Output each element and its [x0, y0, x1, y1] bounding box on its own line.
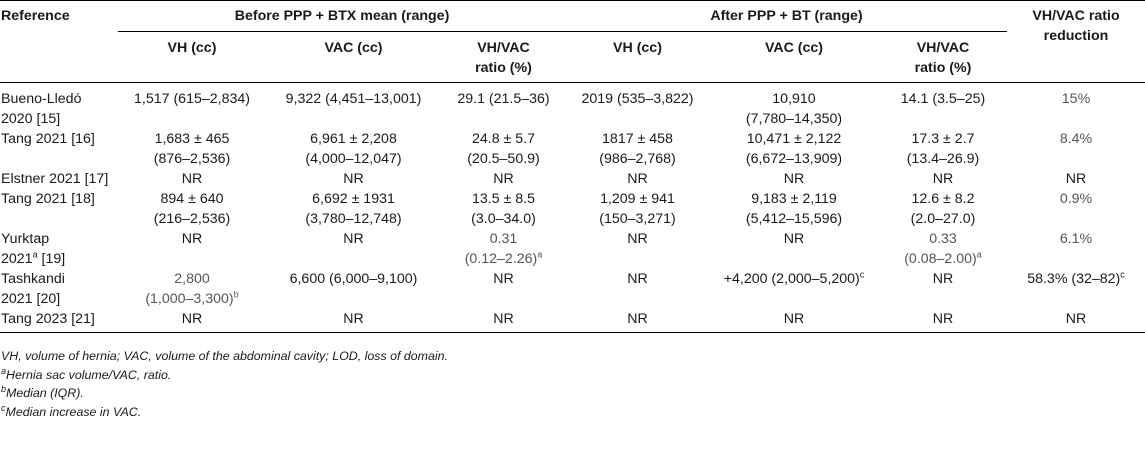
cell-before-vh: 1,517 (615–2,834) — [134, 91, 250, 107]
header-after-vh: VH (cc) — [566, 31, 709, 83]
table-row: Tashkandi 2021 [20] 2,800 (1,000–3,300)b 6… — [0, 269, 1145, 309]
table-row: Yurktap 2021a [19] NR NR 0.31 (0.12–2.26)a… — [0, 229, 1145, 269]
cell-ratio-reduction: NR — [1007, 309, 1145, 333]
cell-reference: Elstner 2021 [17] — [1, 171, 109, 187]
cell-before-ratio: 24.8 ± 5.7 (20.5–50.9) — [467, 131, 540, 167]
cell-before-vh: 894 ± 640 (216–2,536) — [153, 191, 231, 227]
header-after-group: After PPP + BT (range) — [566, 0, 1007, 32]
cell-after-vh: 1817 ± 458 (986–2,768) — [599, 131, 676, 167]
table-row: Tang 2021 [16] 1,683 ± 465 (876–2,536) 6,… — [0, 129, 1145, 169]
cell-before-ratio: 0.31 (0.12–2.26)a — [464, 231, 543, 267]
cell-before-vac: 6,600 (6,000–9,100) — [289, 271, 418, 287]
cell-ratio-reduction: 8.4% — [1059, 131, 1093, 147]
table-row: Elstner 2021 [17] NR NR NR NR NR NR NR — [0, 169, 1145, 189]
table-row: Tang 2021 [18] 894 ± 640 (216–2,536) 6,69… — [0, 189, 1145, 229]
footnote-a: aHernia sac volume/VAC, ratio. — [1, 365, 172, 382]
cell-after-ratio: NR — [932, 271, 954, 287]
cell-before-vac: NR — [266, 309, 441, 333]
cell-before-vac: 6,961 ± 2,208 (4,000–12,047) — [305, 131, 402, 167]
cell-after-vac: 10,910 (7,780–14,350) — [745, 91, 843, 127]
cell-before-vac: NR — [343, 171, 364, 187]
cell-after-vac: 9,183 ± 2,119 (5,412–15,596) — [745, 191, 843, 227]
footnote-marker: b — [233, 289, 239, 300]
cell-after-ratio: NR — [932, 171, 954, 187]
cell-ratio-reduction: NR — [1065, 171, 1087, 187]
cell-after-ratio: 17.3 ± 2.7 (13.4–26.9) — [906, 131, 980, 167]
cell-reference: Yurktap 2021a [19] — [1, 231, 66, 267]
cell-before-vh: NR — [181, 231, 203, 247]
header-ratio-reduction: VH/VAC ratio reduction — [1007, 0, 1145, 83]
cell-reference: Tang 2021 [18] — [1, 191, 95, 207]
cell-before-ratio: 13.5 ± 8.5 (3.0–34.0) — [471, 191, 536, 227]
cell-before-vh: 2,800 (1,000–3,300)b — [145, 271, 239, 307]
table-row: Tang 2023 [21] NR NR NR NR NR NR NR — [0, 309, 1145, 333]
cell-after-vh: NR — [627, 271, 648, 287]
cell-after-vh: 1,209 ± 941 (150–3,271) — [599, 191, 676, 227]
cell-after-ratio: 12.6 ± 8.2 (2.0–27.0) — [910, 191, 976, 227]
cell-before-vh: NR — [118, 309, 266, 333]
footnote-abbreviations: VH, volume of hernia; VAC, volume of the… — [1, 349, 448, 363]
header-before-vh: VH (cc) — [118, 31, 266, 83]
cell-before-ratio: NR — [493, 171, 514, 187]
results-table: Reference Before PPP + BTX mean (range) … — [0, 0, 1145, 333]
cell-ratio-reduction: 15% — [1061, 91, 1091, 107]
header-before-vac: VAC (cc) — [266, 31, 441, 83]
cell-after-vh: NR — [566, 309, 709, 333]
footnote-c: cMedian increase in VAC. — [1, 402, 142, 419]
cell-after-vac: NR — [783, 171, 805, 187]
cell-before-ratio: NR — [441, 309, 566, 333]
cell-after-ratio: 0.33 (0.08–2.00)a — [904, 231, 982, 267]
cell-before-ratio: 29.1 (21.5–36) — [457, 91, 550, 107]
footnote-marker: a — [976, 249, 982, 260]
cell-before-vh: 1,683 ± 465 (876–2,536) — [153, 131, 231, 167]
header-reference: Reference — [0, 0, 118, 83]
footnote-marker: c — [859, 269, 865, 280]
cell-after-vac: +4,200 (2,000–5,200)c — [723, 269, 865, 287]
cell-after-vac: 10,471 ± 2,122 (6,672–13,909) — [745, 131, 843, 167]
footnote-b: bMedian (IQR). — [1, 383, 84, 400]
cell-after-vh: NR — [627, 171, 648, 187]
table-row: Bueno-Lledó 2020 [15] 1,517 (615–2,834) 9… — [0, 83, 1145, 130]
cell-before-vac: 9,322 (4,451–13,001) — [285, 91, 422, 107]
cell-after-ratio: 14.1 (3.5–25) — [900, 91, 986, 107]
footnote-marker: a — [537, 249, 543, 260]
header-after-vac: VAC (cc) — [709, 31, 879, 83]
cell-after-vac: NR — [783, 231, 805, 247]
cell-reference: Bueno-Lledó 2020 [15] — [1, 91, 82, 127]
cell-after-vh: NR — [627, 231, 648, 247]
footnote-marker: a — [32, 249, 38, 260]
cell-ratio-reduction: 0.9% — [1059, 191, 1093, 207]
cell-after-vh: 2019 (535–3,822) — [581, 91, 694, 107]
cell-after-ratio: NR — [879, 309, 1007, 333]
cell-ratio-reduction: 58.3% (32–82)c — [1027, 269, 1125, 287]
table-footnotes: VH, volume of hernia; VAC, volume of the… — [0, 347, 1145, 421]
cell-reference: Tashkandi 2021 [20] — [1, 271, 65, 307]
cell-before-ratio: NR — [493, 271, 514, 287]
cell-ratio-reduction: 6.1% — [1059, 231, 1093, 247]
cell-before-vac: 6,692 ± 1931 (3,780–12,748) — [305, 191, 402, 227]
header-before-ratio: VH/VAC ratio (%) — [441, 31, 566, 83]
footnote-marker: c — [1120, 269, 1125, 280]
cell-reference: Tang 2023 [21] — [0, 309, 118, 333]
cell-reference: Tang 2021 [16] — [1, 131, 95, 147]
header-before-group: Before PPP + BTX mean (range) — [118, 0, 566, 32]
cell-after-vac: NR — [709, 309, 879, 333]
cell-before-vac: NR — [343, 231, 364, 247]
cell-before-vh: NR — [181, 171, 203, 187]
header-after-ratio: VH/VAC ratio (%) — [879, 31, 1007, 83]
